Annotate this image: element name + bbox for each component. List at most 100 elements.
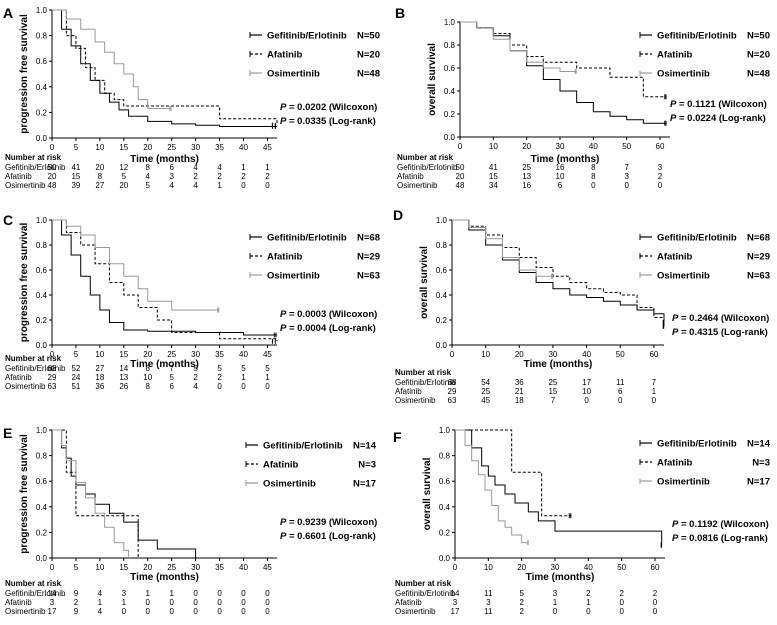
risk-value: 50 <box>456 163 465 172</box>
risk-value: 36 <box>515 378 524 387</box>
risk-value: 11 <box>484 589 493 598</box>
risk-value: 0 <box>169 607 174 616</box>
risk-table-title: Number at risk <box>397 153 454 162</box>
x-tick-label: 40 <box>584 563 593 572</box>
panel-label: D <box>393 207 403 223</box>
x-tick-label: 35 <box>215 350 224 359</box>
y-tick-label: 0.6 <box>436 266 448 275</box>
risk-value: 4 <box>193 382 198 391</box>
risk-value: 15 <box>489 172 498 181</box>
legend-label: Osimertinib <box>657 271 710 282</box>
legend-n: N=48 <box>747 69 770 80</box>
risk-value: 5 <box>265 364 270 373</box>
risk-value: 0 <box>241 589 246 598</box>
risk-value: 48 <box>48 181 57 190</box>
y-tick-label: 0.0 <box>444 133 456 142</box>
risk-table-title: Number at risk <box>5 153 62 162</box>
risk-value: 1 <box>652 387 657 396</box>
risk-value: 0 <box>122 607 127 616</box>
panel-label: C <box>3 212 13 228</box>
x-tick-label: 20 <box>515 350 524 359</box>
y-tick-label: 0.0 <box>36 134 48 143</box>
legend-n: N=17 <box>353 479 376 490</box>
p-value: P = 0.1121 (Wilcoxon) <box>670 99 767 110</box>
x-tick-label: 10 <box>481 350 490 359</box>
risk-value: 3 <box>453 598 458 607</box>
x-tick-label: 30 <box>556 142 565 151</box>
risk-value: 1 <box>265 163 270 172</box>
risk-value: 0 <box>265 598 270 607</box>
risk-value: 0 <box>217 607 222 616</box>
y-tick-label: 0.6 <box>439 477 451 486</box>
risk-value: 0 <box>217 598 222 607</box>
risk-value: 0 <box>652 396 657 405</box>
legend-label: Gefitinib/Erlotinib <box>657 31 737 42</box>
risk-value: 2 <box>217 373 222 382</box>
risk-value: 20 <box>48 172 57 181</box>
x-tick-label: 10 <box>489 142 498 151</box>
risk-value: 0 <box>658 181 663 190</box>
y-tick-label: 0.4 <box>36 291 48 300</box>
risk-value: 2 <box>519 598 524 607</box>
legend-n: N=50 <box>747 31 770 42</box>
risk-value: 13 <box>119 373 128 382</box>
risk-value: 14 <box>451 589 460 598</box>
legend-label: Osimertinib <box>657 69 710 80</box>
risk-value: 8 <box>146 364 151 373</box>
risk-value: 5 <box>193 364 198 373</box>
curve-afatinib <box>455 429 572 517</box>
p-value: P = 0.4315 (Log-rank) <box>672 327 768 338</box>
risk-value: 1 <box>98 598 103 607</box>
curve-afatinib <box>52 219 278 342</box>
curve-afatinib <box>460 21 667 98</box>
x-tick-label: 40 <box>239 350 248 359</box>
risk-row-label: Gefitinib/Erlotinib <box>395 378 456 387</box>
curve-osimertinib <box>52 219 220 311</box>
y-tick-label: 1.0 <box>439 426 451 435</box>
risk-value: 0 <box>624 181 629 190</box>
risk-value: 6 <box>169 382 174 391</box>
panel-A: A0.00.20.40.60.81.00 5 10 15 20 25 30 35 40 45Tim… <box>3 5 380 190</box>
risk-value: 5 <box>122 172 127 181</box>
y-tick-label: 0.2 <box>436 316 448 325</box>
risk-value: 41 <box>489 163 498 172</box>
risk-value: 0 <box>586 607 591 616</box>
x-tick-label: 15 <box>119 350 128 359</box>
p-value: P = 0.9239 (Wilcoxon) <box>280 517 377 528</box>
curve-osimertinib <box>455 429 529 544</box>
x-tick-label: 35 <box>215 563 224 572</box>
risk-value: 52 <box>71 364 80 373</box>
legend-label: Gefitinib/Erlotinib <box>657 439 737 450</box>
risk-value: 15 <box>71 172 80 181</box>
risk-value: 0 <box>146 607 151 616</box>
risk-value: 5 <box>146 181 151 190</box>
risk-row-label: Osimertinib <box>5 382 46 391</box>
x-axis-title: Time (months) <box>130 154 199 165</box>
risk-value: 5 <box>241 364 246 373</box>
x-tick-label: 0 <box>50 350 55 359</box>
risk-value: 17 <box>582 378 591 387</box>
risk-value: 8 <box>591 172 596 181</box>
risk-value: 11 <box>616 378 625 387</box>
x-tick-label: 25 <box>167 350 176 359</box>
curve-afatinib <box>52 9 278 126</box>
legend-n: N=68 <box>747 233 770 244</box>
legend-label: Gefitinib/Erlotinib <box>267 31 347 42</box>
risk-value: 7 <box>551 396 556 405</box>
x-tick-label: 0 <box>50 143 55 152</box>
risk-value: 8 <box>591 163 596 172</box>
risk-value: 45 <box>481 396 490 405</box>
p-value: P = 0.0004 (Log-rank) <box>280 323 376 334</box>
risk-value: 68 <box>448 378 457 387</box>
risk-value: 0 <box>193 607 198 616</box>
risk-value: 3 <box>553 589 558 598</box>
risk-value: 3 <box>50 598 55 607</box>
x-tick-label: 15 <box>119 143 128 152</box>
y-tick-label: 1.0 <box>36 216 48 225</box>
x-axis-title: Time (months) <box>524 359 593 370</box>
y-tick-label: 0.6 <box>36 57 48 66</box>
risk-table-title: Number at risk <box>5 354 62 363</box>
